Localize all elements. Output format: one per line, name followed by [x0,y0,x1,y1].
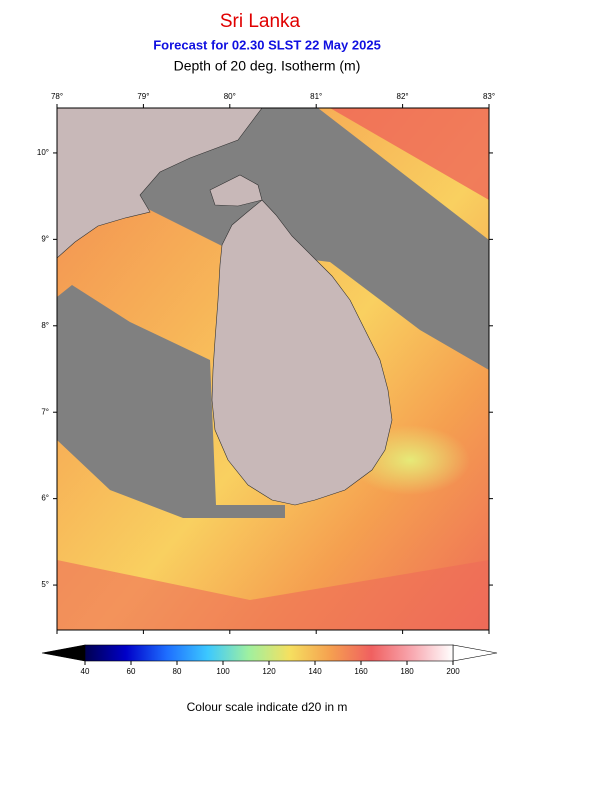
x-tick-label: 82° [397,92,409,101]
y-tick-label: 7° [41,407,49,416]
x-tick-label: 81° [310,92,322,101]
sea-field [57,108,489,200]
colorbar-tick-label: 60 [127,667,136,676]
y-tick-label: 6° [41,494,49,503]
map-frame [56,107,490,631]
map-area [56,107,490,631]
y-tick-label: 9° [41,234,49,243]
colorbar-high-arrow [452,644,498,662]
colorbar-tick-label: 180 [400,667,414,676]
axes: 78° 79° 80° 81° 82° 83° 5° 6° 7° 8° 9° 10° [37,92,495,634]
no-data [130,108,489,370]
sea-field [57,560,489,630]
colorbar-tick-label: 100 [216,667,230,676]
land-sri-lanka [211,199,393,506]
y-tick-label: 10° [37,148,49,157]
y-tick-label: 8° [41,321,49,330]
colorbar-tick-label: 80 [173,667,182,676]
colorbar-tick-label: 120 [262,667,276,676]
colorbar-low-arrow [41,644,86,662]
colorbar-tick-label: 200 [446,667,460,676]
colorbar: 40 60 80 100 120 140 160 180 200 [41,644,498,676]
x-tick-label: 79° [137,92,149,101]
x-tick-label: 80° [224,92,236,101]
x-tick-label: 78° [51,92,63,101]
title: Sri Lanka [220,11,301,32]
land-india [56,107,263,259]
colorbar-scale [84,644,454,662]
x-tick-label: 83° [483,92,495,101]
description: Depth of 20 deg. Isotherm (m) [174,58,361,74]
caption: Colour scale indicate d20 in m [187,700,348,714]
colorbar-tick-label: 160 [354,667,368,676]
subtitle: Forecast for 02.30 SLST 22 May 2025 [153,37,381,52]
colorbar-tick-label: 40 [81,667,90,676]
colorbar-tick-label: 140 [308,667,322,676]
y-tick-label: 5° [41,580,49,589]
no-data [57,285,285,518]
